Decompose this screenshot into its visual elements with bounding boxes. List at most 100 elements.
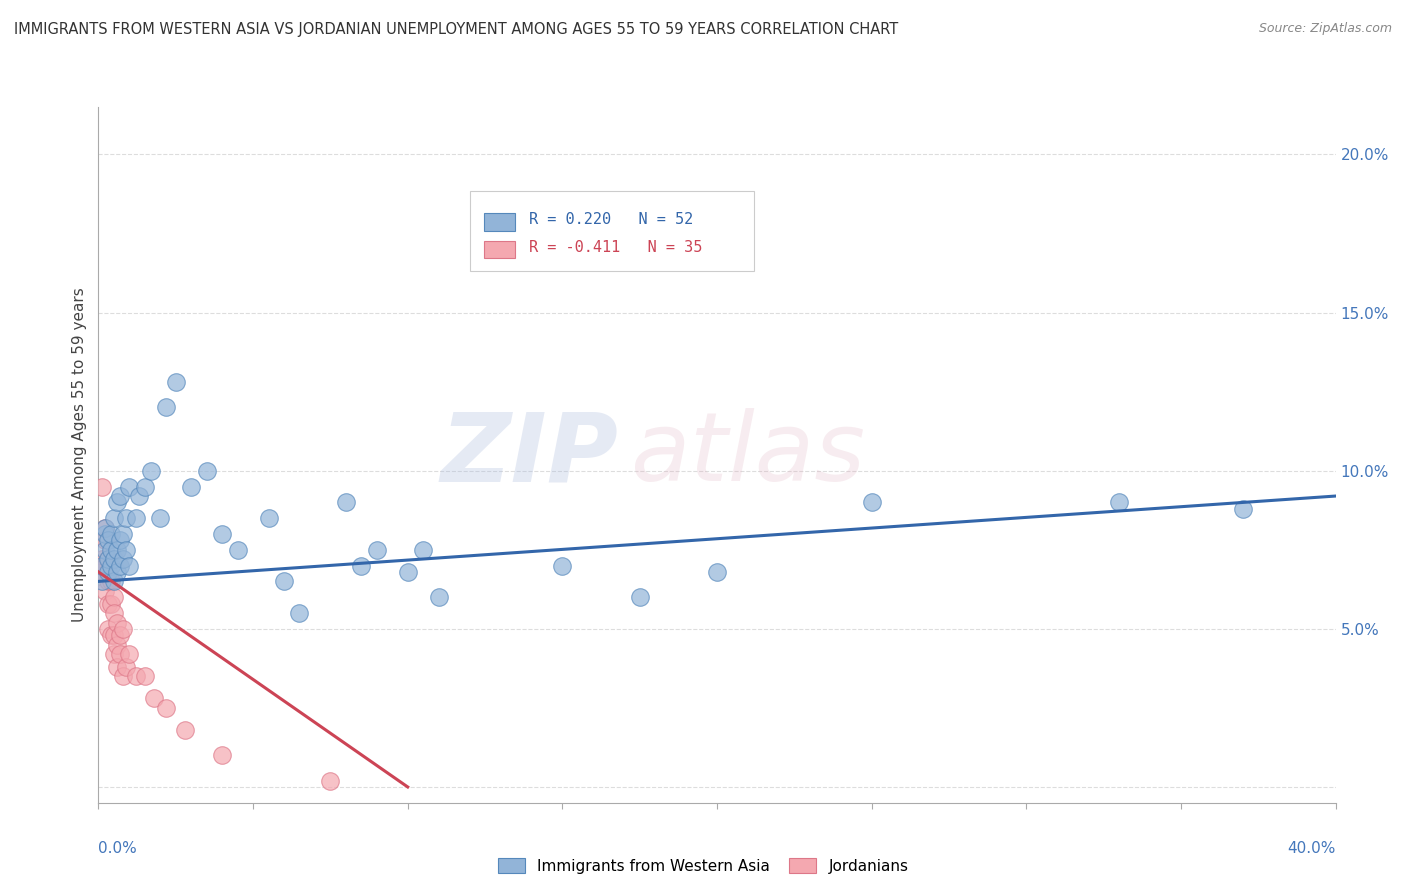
- Text: Source: ZipAtlas.com: Source: ZipAtlas.com: [1258, 22, 1392, 36]
- Point: [211, 527, 233, 541]
- Point: [124, 669, 146, 683]
- Point: [103, 591, 125, 605]
- Point: [112, 527, 135, 541]
- Point: [174, 723, 197, 737]
- Point: [165, 375, 187, 389]
- Point: [108, 533, 131, 548]
- Text: R = 0.220   N = 52: R = 0.220 N = 52: [529, 212, 693, 227]
- Point: [396, 565, 419, 579]
- Point: [124, 511, 146, 525]
- Point: [97, 552, 120, 566]
- Point: [149, 511, 172, 525]
- Point: [103, 552, 125, 566]
- Point: [112, 552, 135, 566]
- FancyBboxPatch shape: [470, 191, 754, 270]
- Point: [366, 542, 388, 557]
- Point: [90, 479, 112, 493]
- Point: [105, 565, 128, 579]
- Point: [105, 660, 128, 674]
- Point: [139, 464, 162, 478]
- Point: [118, 479, 141, 493]
- Point: [128, 489, 150, 503]
- Point: [115, 542, 138, 557]
- Point: [257, 511, 280, 525]
- Point: [118, 647, 141, 661]
- Point: [103, 647, 125, 661]
- Text: R = -0.411   N = 35: R = -0.411 N = 35: [529, 240, 703, 255]
- Point: [103, 511, 125, 525]
- Point: [155, 701, 177, 715]
- Point: [115, 660, 138, 674]
- Point: [93, 533, 115, 548]
- Point: [226, 542, 249, 557]
- Point: [108, 558, 131, 573]
- Point: [860, 495, 883, 509]
- Point: [89, 565, 111, 579]
- Point: [273, 574, 295, 589]
- Point: [143, 691, 166, 706]
- Point: [90, 565, 112, 579]
- Point: [103, 606, 125, 620]
- Text: 40.0%: 40.0%: [1288, 841, 1336, 855]
- Point: [100, 597, 122, 611]
- Point: [706, 565, 728, 579]
- Point: [97, 574, 120, 589]
- Bar: [485, 213, 516, 230]
- Point: [93, 521, 115, 535]
- Point: [90, 552, 112, 566]
- Point: [93, 542, 115, 557]
- Point: [115, 511, 138, 525]
- Point: [100, 558, 122, 573]
- Point: [112, 669, 135, 683]
- Point: [1108, 495, 1130, 509]
- Text: IMMIGRANTS FROM WESTERN ASIA VS JORDANIAN UNEMPLOYMENT AMONG AGES 55 TO 59 YEARS: IMMIGRANTS FROM WESTERN ASIA VS JORDANIA…: [14, 22, 898, 37]
- Point: [93, 527, 115, 541]
- Point: [211, 748, 233, 763]
- Point: [90, 558, 112, 573]
- Point: [97, 622, 120, 636]
- Point: [118, 558, 141, 573]
- Text: atlas: atlas: [630, 409, 866, 501]
- Point: [427, 591, 450, 605]
- Point: [100, 574, 122, 589]
- Point: [105, 638, 128, 652]
- Point: [97, 597, 120, 611]
- Legend: Immigrants from Western Asia, Jordanians: Immigrants from Western Asia, Jordanians: [492, 852, 914, 880]
- Point: [105, 495, 128, 509]
- Point: [134, 669, 156, 683]
- Point: [319, 773, 342, 788]
- Point: [350, 558, 373, 573]
- Point: [108, 489, 131, 503]
- Point: [195, 464, 218, 478]
- Point: [551, 558, 574, 573]
- Point: [134, 479, 156, 493]
- Point: [1232, 501, 1254, 516]
- Point: [103, 628, 125, 642]
- Point: [97, 565, 120, 579]
- Point: [335, 495, 357, 509]
- Point: [180, 479, 202, 493]
- Text: 0.0%: 0.0%: [98, 841, 138, 855]
- Point: [97, 533, 120, 548]
- Point: [90, 574, 112, 589]
- Text: ZIP: ZIP: [440, 409, 619, 501]
- Point: [105, 542, 128, 557]
- Point: [628, 591, 651, 605]
- Point: [100, 527, 122, 541]
- Point: [288, 606, 311, 620]
- Point: [155, 401, 177, 415]
- Point: [103, 574, 125, 589]
- Point: [412, 542, 434, 557]
- Point: [108, 628, 131, 642]
- Point: [100, 542, 122, 557]
- Point: [105, 615, 128, 630]
- Point: [112, 622, 135, 636]
- Point: [93, 583, 115, 598]
- Point: [93, 521, 115, 535]
- Point: [97, 552, 120, 566]
- Point: [93, 558, 115, 573]
- Bar: [485, 241, 516, 259]
- Point: [108, 647, 131, 661]
- Y-axis label: Unemployment Among Ages 55 to 59 years: Unemployment Among Ages 55 to 59 years: [72, 287, 87, 623]
- Point: [100, 628, 122, 642]
